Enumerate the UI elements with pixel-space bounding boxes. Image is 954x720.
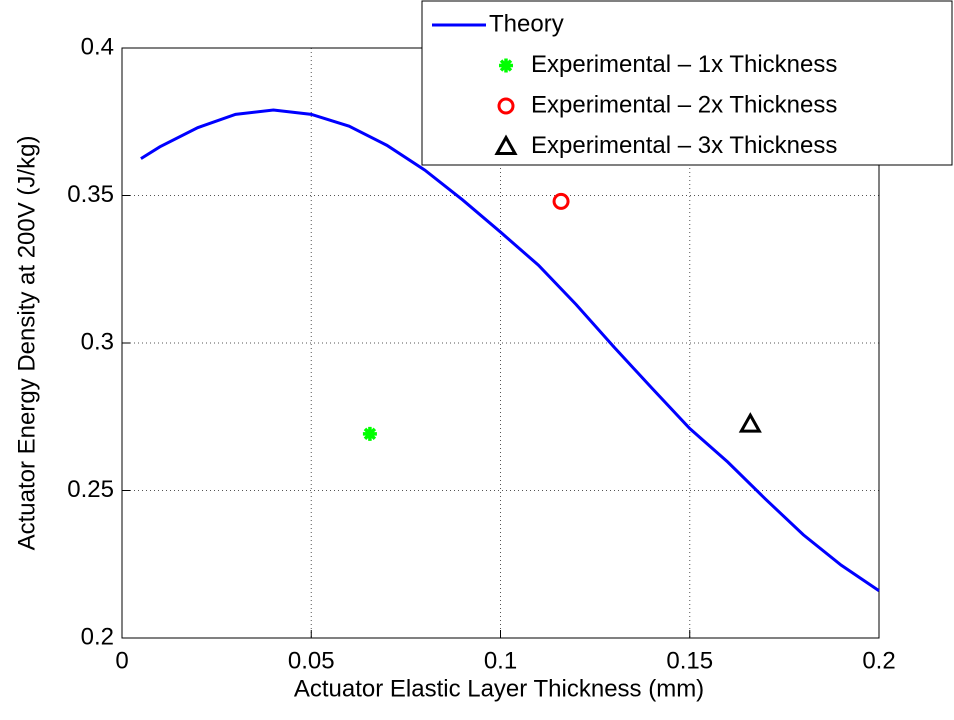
legend-label: Experimental – 1x Thickness [531,51,837,78]
y-tick-label: 0.2 [81,623,114,650]
x-tick-label: 0.2 [862,647,895,674]
data-point [552,192,570,210]
data-point [362,426,377,441]
y-tick-label: 0.35 [67,181,114,208]
legend-label: Experimental – 3x Thickness [531,132,837,159]
theory-line [140,108,880,593]
x-tick-label: 0.05 [288,647,335,674]
legend-label: Experimental – 2x Thickness [531,91,837,118]
x-tick-label: 0.15 [666,647,713,674]
legend-swatch [499,58,513,73]
y-axis-label: Actuator Energy Density at 200V (J/kg) [13,136,40,551]
data-point [738,412,762,433]
x-tick-label: 0 [115,647,128,674]
y-tick-label: 0.3 [81,328,114,355]
y-tick-label: 0.25 [67,476,114,503]
x-axis-label: Actuator Elastic Layer Thickness (mm) [294,675,704,702]
legend-swatch [497,97,515,115]
y-tick-label: 0.4 [81,33,114,60]
legend-swatch [494,134,518,155]
legend-box [421,0,953,166]
x-tick-label: 0.1 [484,647,517,674]
legend-label: Theory [489,10,564,37]
